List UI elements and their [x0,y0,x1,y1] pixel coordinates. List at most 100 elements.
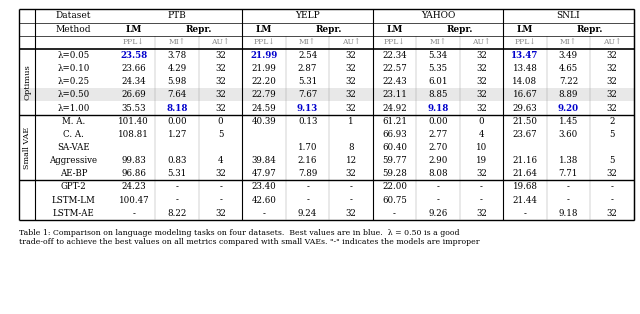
Text: 1.27: 1.27 [168,130,187,139]
Text: 26.69: 26.69 [122,90,146,100]
Text: 0.13: 0.13 [298,117,317,126]
Text: 108.81: 108.81 [118,130,149,139]
Text: 5: 5 [609,130,614,139]
Text: 2.77: 2.77 [428,130,447,139]
Text: SA-VAE: SA-VAE [58,143,90,152]
Text: 23.66: 23.66 [122,64,146,73]
Text: 29.63: 29.63 [513,104,537,112]
Text: 0.00: 0.00 [428,117,448,126]
Text: 5: 5 [609,156,614,165]
Text: 9.26: 9.26 [428,209,447,218]
Text: 60.40: 60.40 [382,143,407,152]
Text: Repr.: Repr. [316,24,342,34]
Text: Optimus: Optimus [23,64,31,100]
Text: 21.99: 21.99 [252,64,276,73]
Text: AU↑: AU↑ [342,38,360,46]
Text: 32: 32 [607,64,618,73]
Text: Repr.: Repr. [186,24,212,34]
Text: 32: 32 [346,209,356,218]
Text: 32: 32 [607,169,618,178]
Text: 32: 32 [346,51,356,60]
Text: YAHOO: YAHOO [421,12,455,20]
Text: 96.86: 96.86 [122,169,146,178]
Text: PPL↓: PPL↓ [253,38,275,46]
Text: 5.31: 5.31 [168,169,187,178]
Text: 32: 32 [607,104,618,112]
Text: 32: 32 [215,169,226,178]
Text: 32: 32 [346,104,356,112]
Text: 2: 2 [609,117,614,126]
Text: AU↑: AU↑ [472,38,491,46]
Text: 22.20: 22.20 [252,77,276,86]
Text: -: - [306,182,309,192]
Text: 47.97: 47.97 [252,169,276,178]
Text: PTB: PTB [168,12,187,20]
Text: 1.38: 1.38 [559,156,578,165]
Text: 32: 32 [476,77,487,86]
Text: 21.64: 21.64 [513,169,538,178]
Text: 8.22: 8.22 [168,209,187,218]
Text: 6.01: 6.01 [428,77,448,86]
Text: 19.68: 19.68 [513,182,538,192]
Text: 39.84: 39.84 [252,156,276,165]
Text: MI↑: MI↑ [168,38,186,46]
Text: -: - [611,196,613,205]
Text: 2.70: 2.70 [428,143,448,152]
Text: YELP: YELP [295,12,320,20]
Text: 42.60: 42.60 [252,196,276,205]
Text: 24.23: 24.23 [122,182,146,192]
Text: 2.87: 2.87 [298,64,317,73]
Text: 32: 32 [215,51,226,60]
Text: -: - [220,196,222,205]
Text: 0: 0 [218,117,223,126]
Text: 7.71: 7.71 [559,169,578,178]
Text: Repr.: Repr. [447,24,473,34]
Text: Small VAE: Small VAE [23,127,31,169]
Text: 21.50: 21.50 [513,117,538,126]
Text: GPT-2: GPT-2 [61,182,86,192]
Text: PPL↓: PPL↓ [123,38,145,46]
Text: 13.48: 13.48 [513,64,538,73]
Text: LM: LM [125,24,142,34]
Text: MI↑: MI↑ [429,38,447,46]
Text: 101.40: 101.40 [118,117,149,126]
Text: -: - [480,182,483,192]
Text: 60.75: 60.75 [382,196,407,205]
Bar [19,88,634,101]
Text: -: - [567,196,570,205]
Text: PPL↓: PPL↓ [514,38,536,46]
Text: 8.89: 8.89 [559,90,578,100]
Text: 32: 32 [607,209,618,218]
Text: 9.13: 9.13 [297,104,318,112]
Text: 32: 32 [215,104,226,112]
Text: 32: 32 [476,169,487,178]
Text: C. A.: C. A. [63,130,84,139]
Text: Dataset: Dataset [56,12,92,20]
Text: 8.08: 8.08 [428,169,448,178]
Text: -: - [132,209,135,218]
Text: 1.45: 1.45 [559,117,578,126]
Text: 7.67: 7.67 [298,90,317,100]
Text: 32: 32 [476,64,487,73]
Text: Method: Method [56,24,92,34]
Text: 24.92: 24.92 [382,104,407,112]
Text: 40.39: 40.39 [252,117,276,126]
Text: 32: 32 [215,209,226,218]
Text: -: - [436,196,440,205]
Text: MI↑: MI↑ [299,38,316,46]
Text: LSTM-AE: LSTM-AE [52,209,95,218]
Text: λ=0.10: λ=0.10 [58,64,90,73]
Text: LM: LM [516,24,533,34]
Text: 32: 32 [215,90,226,100]
Text: 0: 0 [479,117,484,126]
Text: 2.54: 2.54 [298,51,317,60]
Text: -: - [176,196,179,205]
Text: Aggressive: Aggressive [49,156,98,165]
Text: 32: 32 [346,90,356,100]
Text: -: - [393,209,396,218]
Text: 59.77: 59.77 [382,156,407,165]
Text: 5.35: 5.35 [428,64,447,73]
Text: 7.89: 7.89 [298,169,317,178]
Text: 35.53: 35.53 [122,104,146,112]
Text: -: - [220,182,222,192]
